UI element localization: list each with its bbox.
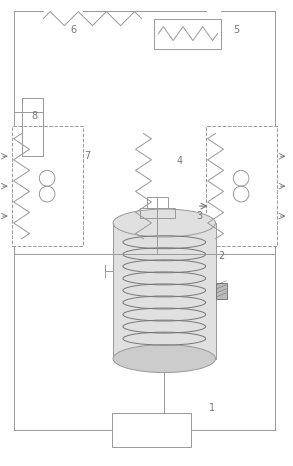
Ellipse shape — [113, 209, 215, 237]
Text: 4: 4 — [176, 156, 182, 166]
Bar — [147, 197, 168, 208]
Text: 3: 3 — [197, 211, 203, 221]
Bar — [113, 223, 215, 359]
Bar — [206, 126, 277, 246]
Text: 7: 7 — [85, 151, 91, 161]
Text: 8: 8 — [31, 111, 38, 121]
Ellipse shape — [113, 345, 215, 373]
Bar — [215, 283, 227, 299]
Text: 5: 5 — [233, 25, 239, 34]
Bar — [21, 98, 43, 156]
Bar — [140, 208, 175, 218]
Text: 6: 6 — [71, 25, 77, 34]
Text: 2: 2 — [219, 251, 225, 261]
Bar — [12, 126, 83, 246]
Bar — [112, 413, 191, 447]
Text: 1: 1 — [209, 404, 215, 413]
Bar — [154, 19, 222, 48]
